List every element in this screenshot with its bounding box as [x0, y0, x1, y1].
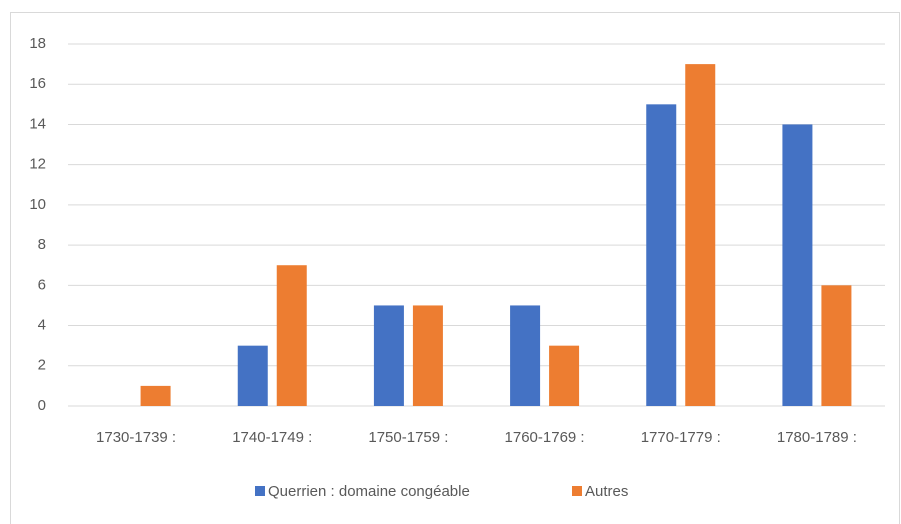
bar [140, 385, 171, 406]
x-tick-label: 1770-1779 : [641, 429, 721, 446]
bar [276, 265, 307, 406]
bar [237, 345, 268, 406]
y-tick-label: 0 [38, 397, 46, 414]
x-tick-label: 1740-1749 : [232, 429, 312, 446]
y-tick-label: 18 [29, 35, 46, 52]
x-tick-label: 1760-1769 : [505, 429, 585, 446]
bar [685, 64, 716, 406]
bar [412, 305, 443, 406]
bar [782, 124, 813, 406]
y-tick-label: 2 [38, 357, 46, 374]
y-tick-label: 14 [29, 115, 46, 132]
bar [821, 285, 852, 406]
y-tick-label: 8 [38, 236, 46, 253]
y-tick-label: 12 [29, 156, 46, 173]
legend-label: Autres [585, 483, 628, 500]
legend-swatch [255, 486, 265, 496]
y-tick-label: 16 [29, 75, 46, 92]
y-tick-label: 4 [38, 317, 46, 334]
x-tick-label: 1750-1759 : [368, 429, 448, 446]
legend-swatch [572, 486, 582, 496]
chart-frame [10, 12, 900, 524]
y-tick-label: 6 [38, 276, 46, 293]
x-tick-label: 1780-1789 : [777, 429, 857, 446]
y-tick-label: 10 [29, 196, 46, 213]
bar [646, 104, 677, 406]
bar [373, 305, 404, 406]
bar [549, 345, 580, 406]
legend-label: Querrien : domaine congéable [268, 483, 470, 500]
bar [510, 305, 541, 406]
x-tick-label: 1730-1739 : [96, 429, 176, 446]
